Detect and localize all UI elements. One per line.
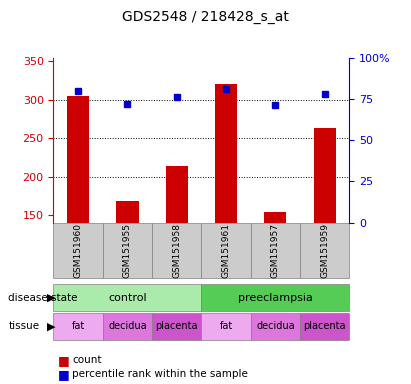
Text: GSM151959: GSM151959 xyxy=(320,223,329,278)
Bar xyxy=(103,223,152,278)
Bar xyxy=(300,313,349,340)
Bar xyxy=(201,313,251,340)
Text: ▶: ▶ xyxy=(47,293,55,303)
Text: tissue: tissue xyxy=(8,321,39,331)
Bar xyxy=(67,96,89,223)
Text: count: count xyxy=(72,355,102,365)
Bar xyxy=(166,166,188,223)
Bar xyxy=(201,223,251,278)
Bar xyxy=(201,284,349,311)
Text: fat: fat xyxy=(219,321,233,331)
Text: decidua: decidua xyxy=(256,321,295,331)
Bar xyxy=(53,223,103,278)
Text: ■: ■ xyxy=(58,354,69,367)
Bar xyxy=(215,84,237,223)
Text: GSM151961: GSM151961 xyxy=(222,223,231,278)
Text: placenta: placenta xyxy=(303,321,346,331)
Bar xyxy=(116,201,139,223)
Bar xyxy=(53,284,201,311)
Text: percentile rank within the sample: percentile rank within the sample xyxy=(72,369,248,379)
Text: decidua: decidua xyxy=(108,321,147,331)
Bar xyxy=(314,128,336,223)
Text: GSM151960: GSM151960 xyxy=(74,223,83,278)
Text: GSM151958: GSM151958 xyxy=(172,223,181,278)
Bar xyxy=(53,313,103,340)
Bar xyxy=(300,223,349,278)
Bar xyxy=(251,223,300,278)
Text: disease state: disease state xyxy=(8,293,78,303)
Text: preeclampsia: preeclampsia xyxy=(238,293,313,303)
Bar xyxy=(251,313,300,340)
Text: GSM151957: GSM151957 xyxy=(271,223,280,278)
Text: GDS2548 / 218428_s_at: GDS2548 / 218428_s_at xyxy=(122,10,289,23)
Text: fat: fat xyxy=(72,321,85,331)
Text: placenta: placenta xyxy=(155,321,198,331)
Text: ■: ■ xyxy=(58,368,69,381)
Text: control: control xyxy=(108,293,147,303)
Bar xyxy=(103,313,152,340)
Text: ▶: ▶ xyxy=(47,321,55,331)
Bar xyxy=(152,313,201,340)
Bar xyxy=(152,223,201,278)
Bar xyxy=(264,212,286,223)
Text: GSM151955: GSM151955 xyxy=(123,223,132,278)
